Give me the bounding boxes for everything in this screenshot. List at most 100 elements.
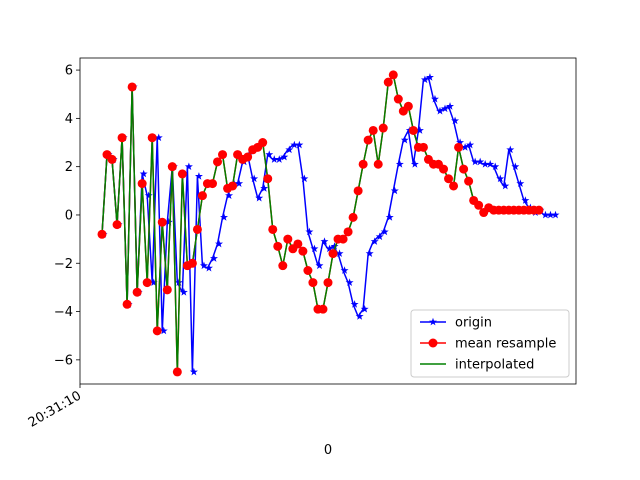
origin-point — [189, 367, 198, 376]
mean-resample-point — [187, 258, 197, 268]
mean-resample-point — [388, 70, 398, 80]
origin-point — [265, 150, 274, 158]
mean-resample-point — [263, 174, 273, 184]
mean-resample-point — [353, 186, 363, 196]
mean-resample-point — [152, 326, 162, 336]
mean-resample-point — [408, 125, 418, 135]
origin-point — [551, 210, 560, 219]
origin-point — [290, 140, 299, 149]
mean-resample-point — [192, 224, 202, 234]
y-tick-label: −6 — [54, 353, 73, 368]
origin-point — [375, 232, 384, 241]
mean-resample-point — [439, 164, 449, 174]
origin-point — [320, 237, 329, 245]
origin-point — [380, 227, 389, 236]
mean-resample-point — [368, 125, 378, 135]
mean-resample-point — [167, 162, 177, 172]
mean-resample-point — [328, 249, 338, 259]
mean-resample-point — [157, 217, 167, 227]
origin-point — [496, 174, 505, 183]
origin-point — [255, 193, 264, 202]
origin-point — [481, 160, 490, 168]
origin-point — [260, 184, 269, 192]
origin-point — [315, 261, 324, 270]
mean-resample-point — [323, 278, 333, 288]
mean-resample-point — [363, 135, 373, 145]
legend-circle-marker — [428, 338, 438, 348]
x-tick-label: 20:31:10 — [26, 388, 84, 430]
origin-point — [446, 102, 455, 110]
origin-point — [184, 162, 193, 171]
mean-resample-point — [308, 278, 318, 288]
mean-resample-point — [228, 181, 238, 191]
legend-star-marker — [429, 317, 437, 326]
origin-point — [430, 94, 439, 103]
origin-point — [516, 179, 525, 187]
origin-point — [215, 239, 224, 248]
origin-point — [400, 135, 409, 144]
mean-resample-point — [378, 123, 388, 133]
origin-point — [335, 249, 344, 257]
origin-point — [275, 155, 284, 163]
origin-point — [435, 106, 444, 115]
mean-resample-point — [338, 234, 348, 244]
mean-resample-point — [147, 133, 157, 143]
mean-resample-point — [418, 142, 428, 152]
origin-point — [270, 155, 279, 163]
mean-resample-point — [213, 157, 223, 167]
origin-point — [144, 191, 153, 200]
mean-resample-point — [207, 179, 217, 189]
mean-resample-point — [474, 200, 484, 210]
mean-resample-point — [373, 159, 383, 169]
y-axis: 6 4 2 0 −2 −4 −6 — [54, 64, 80, 368]
origin-point — [305, 227, 314, 236]
origin-point — [209, 254, 218, 262]
origin-point — [300, 174, 309, 183]
origin-point — [476, 157, 485, 166]
origin-point — [360, 304, 369, 313]
mean-resample-point — [403, 101, 413, 111]
origin-point — [285, 145, 294, 154]
origin-point — [521, 196, 530, 204]
x-axis-label: 0 — [324, 443, 332, 458]
mean-resample-point — [464, 176, 474, 186]
legend-label: interpolated — [455, 358, 534, 373]
origin-point — [220, 213, 229, 221]
mean-resample-point — [258, 138, 268, 148]
mean-resample-point — [172, 367, 182, 377]
plot-frame — [79, 57, 577, 385]
origin-point — [395, 160, 404, 168]
origin-point — [471, 157, 480, 166]
origin-point — [225, 191, 234, 200]
origin-point — [159, 326, 168, 335]
origin-point — [250, 174, 259, 183]
origin-point — [491, 162, 500, 171]
origin-point — [546, 210, 555, 219]
y-tick-label: 4 — [65, 112, 73, 127]
mean-resample-point — [127, 82, 137, 92]
y-tick-label: 6 — [65, 64, 73, 79]
mean-resample-point — [107, 154, 117, 164]
mean-resample-point — [343, 227, 353, 237]
origin-point — [441, 104, 450, 113]
mean-resample-point — [117, 133, 127, 143]
mean-resample-point — [444, 174, 454, 184]
mean-resample-point — [303, 266, 313, 276]
origin-point — [506, 145, 515, 154]
origin-point — [420, 75, 429, 84]
mean-resample-point — [358, 159, 368, 169]
origin-point — [204, 263, 213, 272]
origin-point — [295, 140, 304, 149]
origin-point — [199, 261, 208, 270]
origin-point — [154, 133, 163, 142]
origin-point — [310, 244, 319, 253]
y-tick-label: −4 — [54, 305, 73, 320]
origin-point — [365, 249, 374, 257]
mean-resample-point — [197, 191, 207, 201]
legend-label: origin — [455, 316, 492, 331]
origin-point — [164, 218, 173, 226]
origin-point — [174, 278, 183, 286]
mean-resample-point — [142, 278, 152, 288]
origin-point — [194, 172, 203, 180]
mean-resample-point — [273, 241, 283, 251]
